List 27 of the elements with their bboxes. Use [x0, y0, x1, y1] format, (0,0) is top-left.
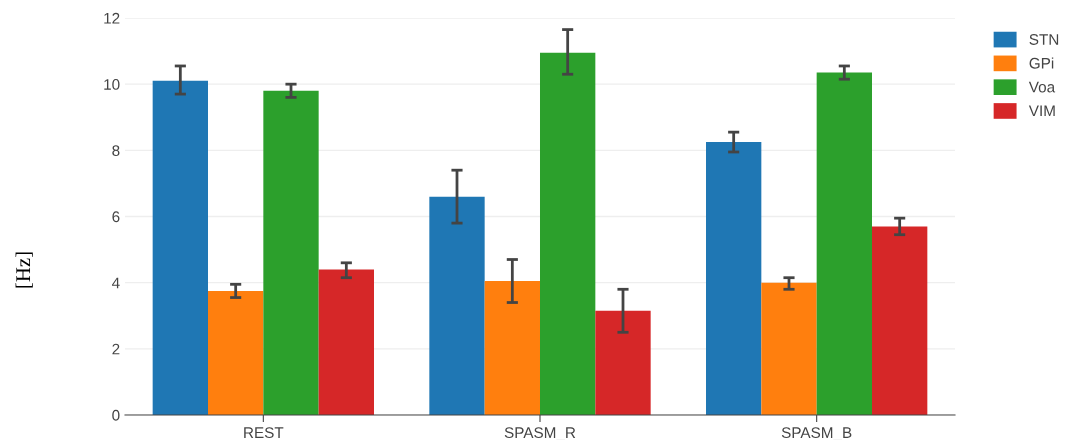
- y-tick-label: 6: [112, 211, 120, 223]
- y-axis-title: [Hz]: [15, 252, 33, 288]
- bar: [208, 290, 264, 415]
- bar: [318, 269, 374, 415]
- y-tick-label: 2: [112, 343, 120, 355]
- bar: [484, 281, 540, 415]
- bar: [761, 282, 817, 415]
- x-tick-label: REST: [244, 427, 284, 439]
- bar: [263, 90, 319, 415]
- y-tick-label: 10: [104, 79, 120, 90]
- y-tick-label: 8: [112, 145, 120, 157]
- bar: [429, 196, 485, 415]
- legend-label: Voa: [1028, 81, 1056, 93]
- x-tick-label: SPASM_R: [504, 427, 576, 440]
- bar: [816, 72, 872, 415]
- bar: [152, 80, 208, 415]
- bar: [872, 226, 928, 415]
- bar: [540, 52, 596, 415]
- legend-label: STN: [1029, 34, 1059, 45]
- x-tick-label: SPASM_B: [781, 427, 852, 440]
- legend-label: GPi: [1029, 57, 1054, 69]
- y-tick-label: 4: [111, 277, 120, 289]
- y-tick-label: 0: [112, 409, 120, 421]
- y-tick-label: 12: [104, 12, 120, 24]
- bar: [706, 142, 762, 415]
- bar: [595, 310, 651, 415]
- legend-label: VIM: [1028, 105, 1055, 117]
